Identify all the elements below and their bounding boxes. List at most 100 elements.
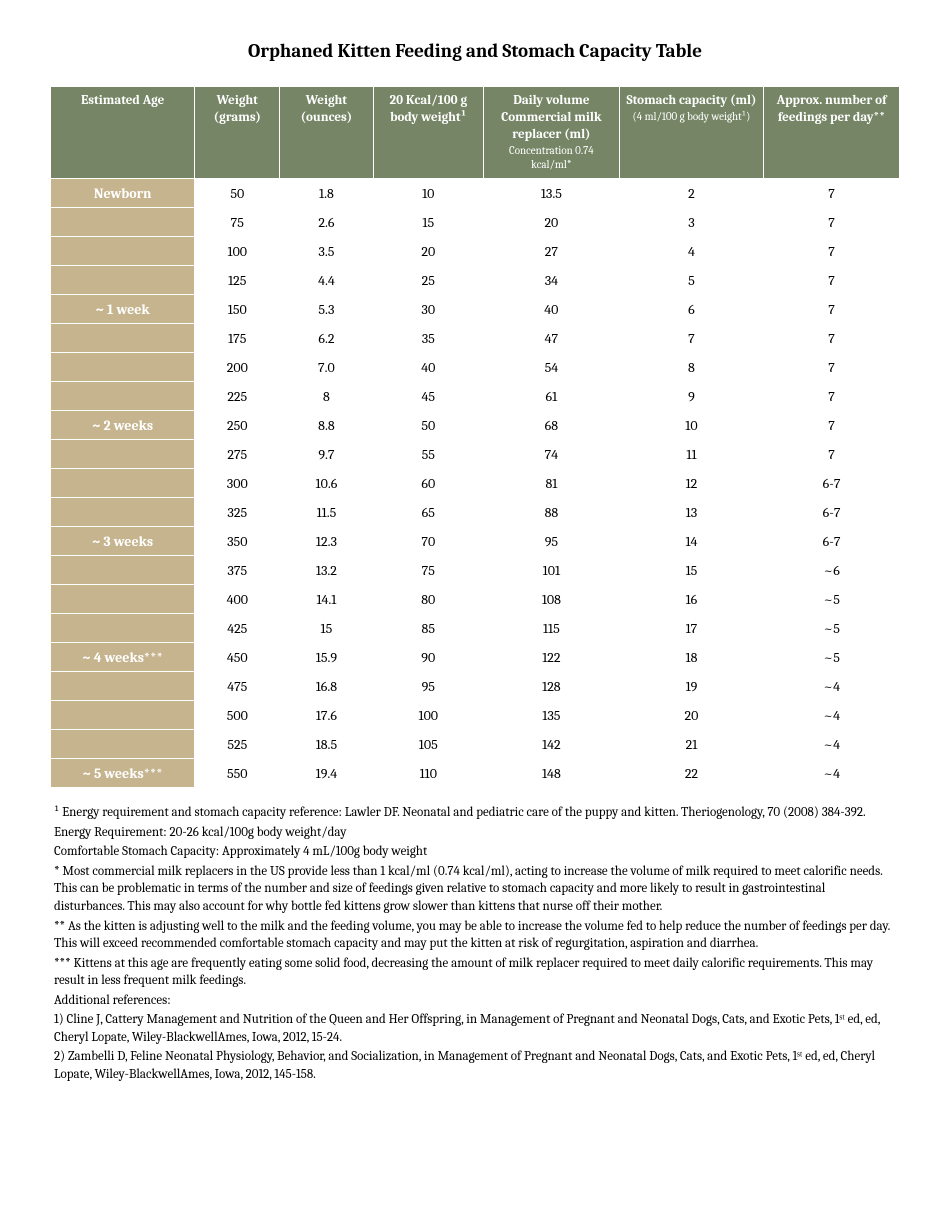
cell-sc: 17: [619, 614, 763, 643]
cell-fd: ~5: [764, 614, 900, 643]
cell-wg: 150: [195, 295, 280, 324]
cell-age: ~ 1 week: [51, 295, 195, 324]
cell-age: [51, 556, 195, 585]
table-row: 47516.89512819~4: [51, 672, 900, 701]
footnote-line: * Most commercial milk replacers in the …: [54, 863, 896, 916]
cell-kcal: 15: [373, 208, 483, 237]
cell-kcal: 80: [373, 585, 483, 614]
cell-kcal: 90: [373, 643, 483, 672]
cell-dv: 34: [483, 266, 619, 295]
cell-wo: 3.5: [280, 237, 373, 266]
cell-wg: 50: [195, 179, 280, 208]
cell-age: [51, 730, 195, 759]
cell-wo: 16.8: [280, 672, 373, 701]
cell-kcal: 65: [373, 498, 483, 527]
cell-kcal: 105: [373, 730, 483, 759]
cell-dv: 47: [483, 324, 619, 353]
table-row: 37513.27510115~6: [51, 556, 900, 585]
cell-wg: 350: [195, 527, 280, 556]
cell-kcal: 20: [373, 237, 483, 266]
cell-dv: 13.5: [483, 179, 619, 208]
table-row: 2007.0405487: [51, 353, 900, 382]
footnote-line: *** Kittens at this age are frequently e…: [54, 955, 896, 990]
cell-fd: ~4: [764, 759, 900, 788]
cell-fd: 7: [764, 382, 900, 411]
cell-dv: 142: [483, 730, 619, 759]
col-header-daily-volume: Daily volume Commercial milk replacer (m…: [483, 87, 619, 179]
cell-sc: 22: [619, 759, 763, 788]
cell-age: [51, 208, 195, 237]
cell-wg: 250: [195, 411, 280, 440]
cell-fd: 6-7: [764, 527, 900, 556]
cell-wo: 10.6: [280, 469, 373, 498]
cell-sc: 7: [619, 324, 763, 353]
cell-fd: 7: [764, 208, 900, 237]
cell-wg: 425: [195, 614, 280, 643]
cell-wo: 17.6: [280, 701, 373, 730]
cell-dv: 128: [483, 672, 619, 701]
cell-sc: 20: [619, 701, 763, 730]
cell-dv: 148: [483, 759, 619, 788]
cell-kcal: 95: [373, 672, 483, 701]
cell-wo: 11.5: [280, 498, 373, 527]
cell-sc: 6: [619, 295, 763, 324]
table-row: 50017.610013520~4: [51, 701, 900, 730]
cell-sc: 4: [619, 237, 763, 266]
cell-sc: 21: [619, 730, 763, 759]
cell-wg: 450: [195, 643, 280, 672]
cell-age: ~ 5 weeks***: [51, 759, 195, 788]
cell-kcal: 110: [373, 759, 483, 788]
cell-dv: 115: [483, 614, 619, 643]
cell-dv: 81: [483, 469, 619, 498]
footnote-line: 1) Cline J, Cattery Management and Nutri…: [54, 1011, 896, 1046]
cell-wo: 8.8: [280, 411, 373, 440]
col-header-feedings: Approx. number of feedings per day**: [764, 87, 900, 179]
cell-fd: 7: [764, 324, 900, 353]
table-row: Newborn501.81013.527: [51, 179, 900, 208]
cell-kcal: 100: [373, 701, 483, 730]
cell-fd: ~5: [764, 643, 900, 672]
cell-dv: 108: [483, 585, 619, 614]
col-header-stomach-capacity: Stomach capacity (ml)(4 ml/100 g body we…: [619, 87, 763, 179]
cell-dv: 54: [483, 353, 619, 382]
cell-wo: 15: [280, 614, 373, 643]
cell-sc: 8: [619, 353, 763, 382]
cell-wg: 225: [195, 382, 280, 411]
cell-fd: 7: [764, 411, 900, 440]
footnote-line: ¹ Energy requirement and stomach capacit…: [54, 804, 896, 822]
cell-wo: 14.1: [280, 585, 373, 614]
table-row: 32511.56588136-7: [51, 498, 900, 527]
cell-kcal: 75: [373, 556, 483, 585]
cell-sc: 3: [619, 208, 763, 237]
table-row: ~ 2 weeks2508.85068107: [51, 411, 900, 440]
cell-age: [51, 440, 195, 469]
cell-fd: 7: [764, 179, 900, 208]
cell-kcal: 40: [373, 353, 483, 382]
cell-kcal: 45: [373, 382, 483, 411]
footnotes: ¹ Energy requirement and stomach capacit…: [50, 804, 900, 1083]
table-row: 2258456197: [51, 382, 900, 411]
cell-wo: 7.0: [280, 353, 373, 382]
cell-fd: 7: [764, 266, 900, 295]
cell-wo: 19.4: [280, 759, 373, 788]
cell-sc: 16: [619, 585, 763, 614]
cell-age: [51, 701, 195, 730]
cell-wo: 15.9: [280, 643, 373, 672]
cell-dv: 135: [483, 701, 619, 730]
cell-sc: 14: [619, 527, 763, 556]
cell-dv: 101: [483, 556, 619, 585]
table-row: 2759.75574117: [51, 440, 900, 469]
cell-sc: 19: [619, 672, 763, 701]
col-header-weight-ounces: Weight (ounces): [280, 87, 373, 179]
cell-age: [51, 382, 195, 411]
cell-fd: 7: [764, 295, 900, 324]
cell-wo: 13.2: [280, 556, 373, 585]
cell-age: [51, 353, 195, 382]
cell-age: [51, 469, 195, 498]
feeding-table: Estimated Age Weight (grams) Weight (oun…: [50, 86, 900, 788]
cell-wo: 12.3: [280, 527, 373, 556]
cell-wg: 475: [195, 672, 280, 701]
cell-kcal: 10: [373, 179, 483, 208]
cell-wo: 5.3: [280, 295, 373, 324]
cell-wo: 4.4: [280, 266, 373, 295]
